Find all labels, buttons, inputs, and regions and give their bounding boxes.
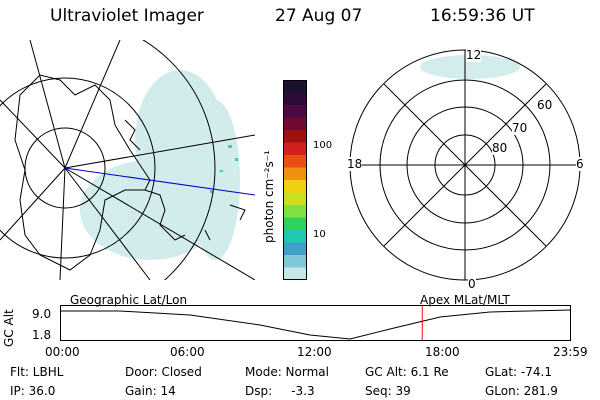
colorbar-segment (283, 230, 307, 243)
colorbar-segment (283, 117, 307, 131)
colorbar-segment (283, 217, 307, 231)
colorbar-tick-10: 10 (313, 229, 326, 240)
info-door: Door: Closed (125, 365, 202, 379)
timeline-xtick-0: 00:00 (45, 345, 80, 359)
mlat-label-70: 70 (512, 121, 528, 135)
mlt-label-right: 6 (576, 157, 584, 171)
info-dsp: Dsp: -3.3 (245, 384, 315, 398)
aurora-emission (80, 70, 240, 260)
timeline-xtick-3: 18:00 (425, 345, 460, 359)
mlat-mlt-dial (349, 49, 581, 281)
info-seq: Seq: 39 (365, 384, 411, 398)
altitude-timeline (60, 305, 572, 341)
info-gain: Gain: 14 (125, 384, 176, 398)
apex-label: Apex MLat/MLT (420, 293, 510, 307)
colorbar-segment (283, 205, 307, 218)
geographic-label: Geographic Lat/Lon (70, 293, 188, 307)
header-date: 27 Aug 07 (275, 6, 363, 26)
mlt-label-bottom: 0 (468, 277, 476, 291)
colorbar-segment (283, 255, 307, 268)
mlt-label-left: 18 (347, 157, 363, 171)
colorbar-segment (283, 105, 307, 118)
info-ip: IP: 36.0 (10, 384, 56, 398)
colorbar-segment (283, 130, 307, 143)
timeline-ytick-high: 9.0 (32, 307, 52, 321)
colorbar-segment (283, 180, 307, 193)
header-time: 16:59:36 UT (430, 6, 535, 26)
colorbar-segment (283, 80, 307, 93)
colorbar-tick-100: 100 (313, 140, 333, 151)
timeline-xtick-4: 23:59 (553, 345, 588, 359)
geographic-map (0, 40, 255, 280)
colorbar-segment (283, 242, 307, 256)
colorbar-segment (283, 167, 307, 181)
info-flt: Flt: LBHL (10, 365, 64, 379)
colorbar-segment (283, 155, 307, 168)
colorbar-segment (283, 267, 307, 280)
mlat-label-60: 60 (537, 98, 553, 112)
timeline-ylabel: GC Alt (2, 309, 16, 347)
timeline-xtick-2: 12:00 (297, 345, 332, 359)
colorbar-segment (283, 142, 307, 156)
info-glon: GLon: 281.9 (485, 384, 558, 398)
colorbar-label: photon cm⁻²s⁻¹ (262, 150, 276, 243)
app-title: Ultraviolet Imager (50, 6, 204, 26)
colorbar (283, 80, 307, 280)
info-glat: GLat: -74.1 (485, 365, 552, 379)
info-mode: Mode: Normal (245, 365, 329, 379)
colorbar-segment (283, 92, 307, 106)
mlat-label-80: 80 (492, 141, 508, 155)
timeline-ytick-low: 1.8 (32, 328, 52, 342)
colorbar-segment (283, 192, 307, 206)
info-gcalt: GC Alt: 6.1 Re (365, 365, 449, 379)
timeline-xtick-1: 06:00 (170, 345, 205, 359)
mlt-label-top: 12 (466, 48, 482, 62)
